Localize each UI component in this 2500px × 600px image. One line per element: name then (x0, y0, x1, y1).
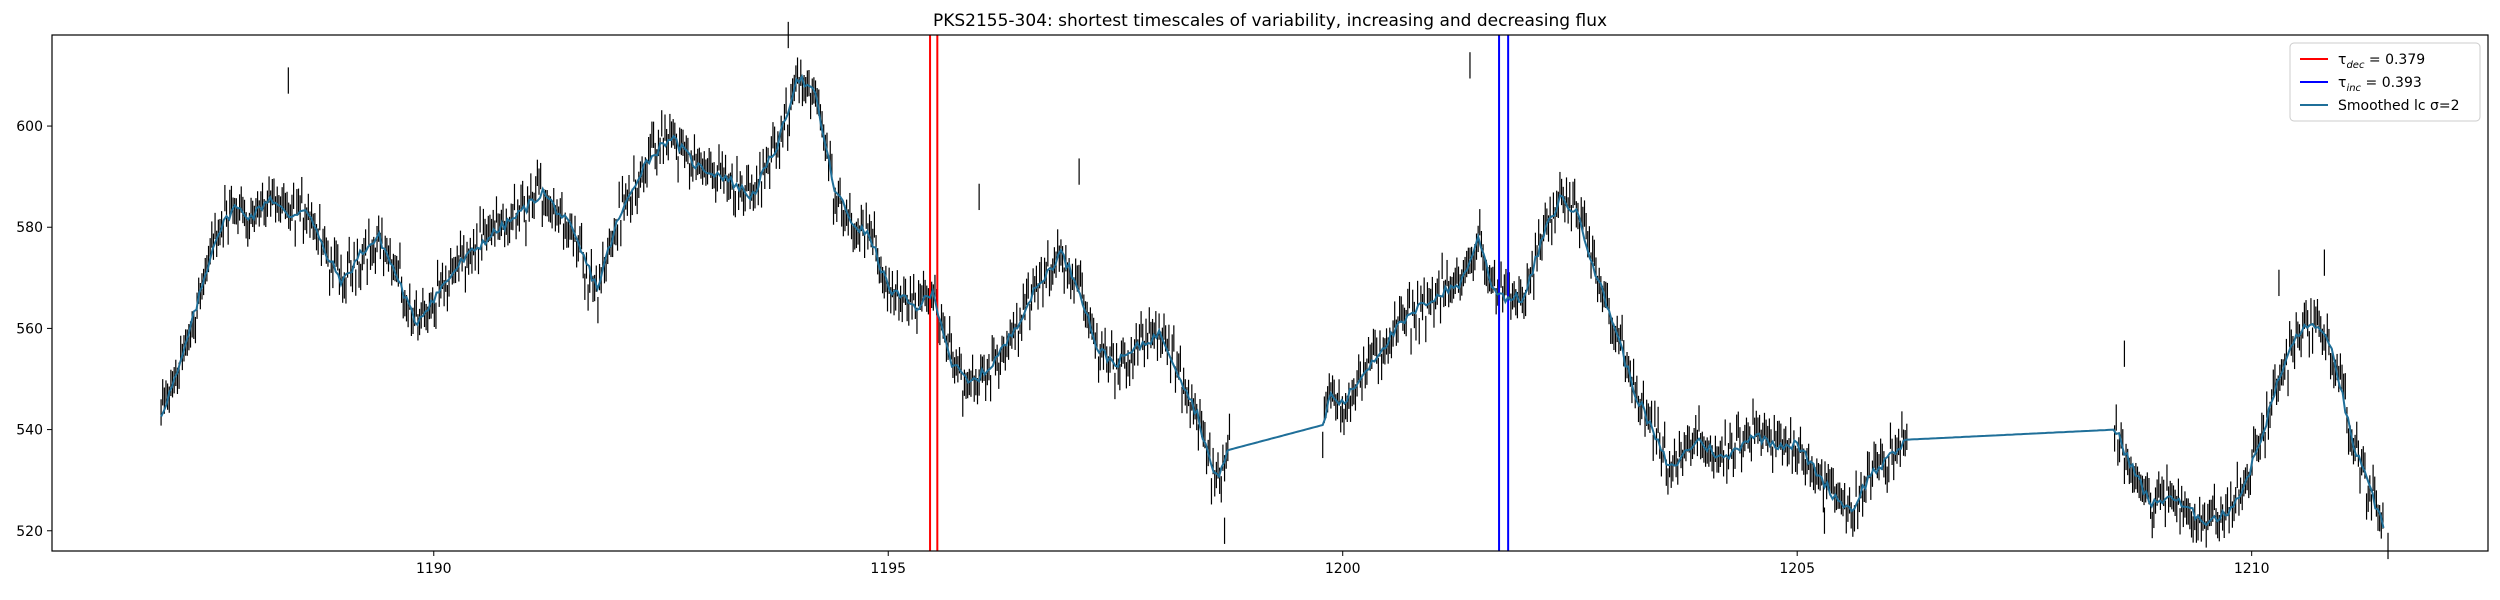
axes-background (52, 35, 2488, 551)
y-axis: 520 540 560 580 600 (16, 119, 52, 540)
legend-entry-smoothed: Smoothed lc σ=2 (2338, 98, 2460, 114)
legend-inc-sub: inc (2346, 83, 2361, 94)
y-tick-label: 600 (16, 119, 43, 135)
legend-entry-dec: τdec = 0.379 (2338, 52, 2425, 71)
x-tick-label: 1205 (1779, 561, 1815, 577)
y-tick-label: 520 (16, 524, 43, 540)
legend-dec-symbol: τ (2338, 52, 2346, 68)
x-tick-label: 1210 (2234, 561, 2270, 577)
legend: τdec = 0.379 τinc = 0.393 Smoothed lc σ=… (2289, 42, 2481, 122)
y-tick-label: 580 (16, 220, 43, 236)
axes-frame (51, 34, 2489, 552)
smoothed-lightcurve-line (160, 73, 2385, 529)
legend-dec-text: = 0.379 (2364, 52, 2425, 68)
legend-inc-text: = 0.393 (2361, 75, 2422, 91)
legend-entry-inc: τinc = 0.393 (2338, 75, 2422, 94)
legend-inc-symbol: τ (2338, 75, 2346, 91)
legend-dec-sub: dec (2346, 60, 2365, 71)
x-tick-label: 1190 (416, 561, 452, 577)
x-tick-label: 1200 (1325, 561, 1361, 577)
chart-title: PKS2155-304: shortest timescales of vari… (933, 11, 1607, 31)
y-tick-label: 540 (16, 423, 43, 439)
plot-area (51, 21, 2489, 560)
x-axis: 1190 1195 1200 1205 1210 (416, 551, 2270, 577)
legend-box (2289, 42, 2481, 122)
x-tick-label: 1195 (870, 561, 906, 577)
y-tick-label: 560 (16, 321, 43, 337)
